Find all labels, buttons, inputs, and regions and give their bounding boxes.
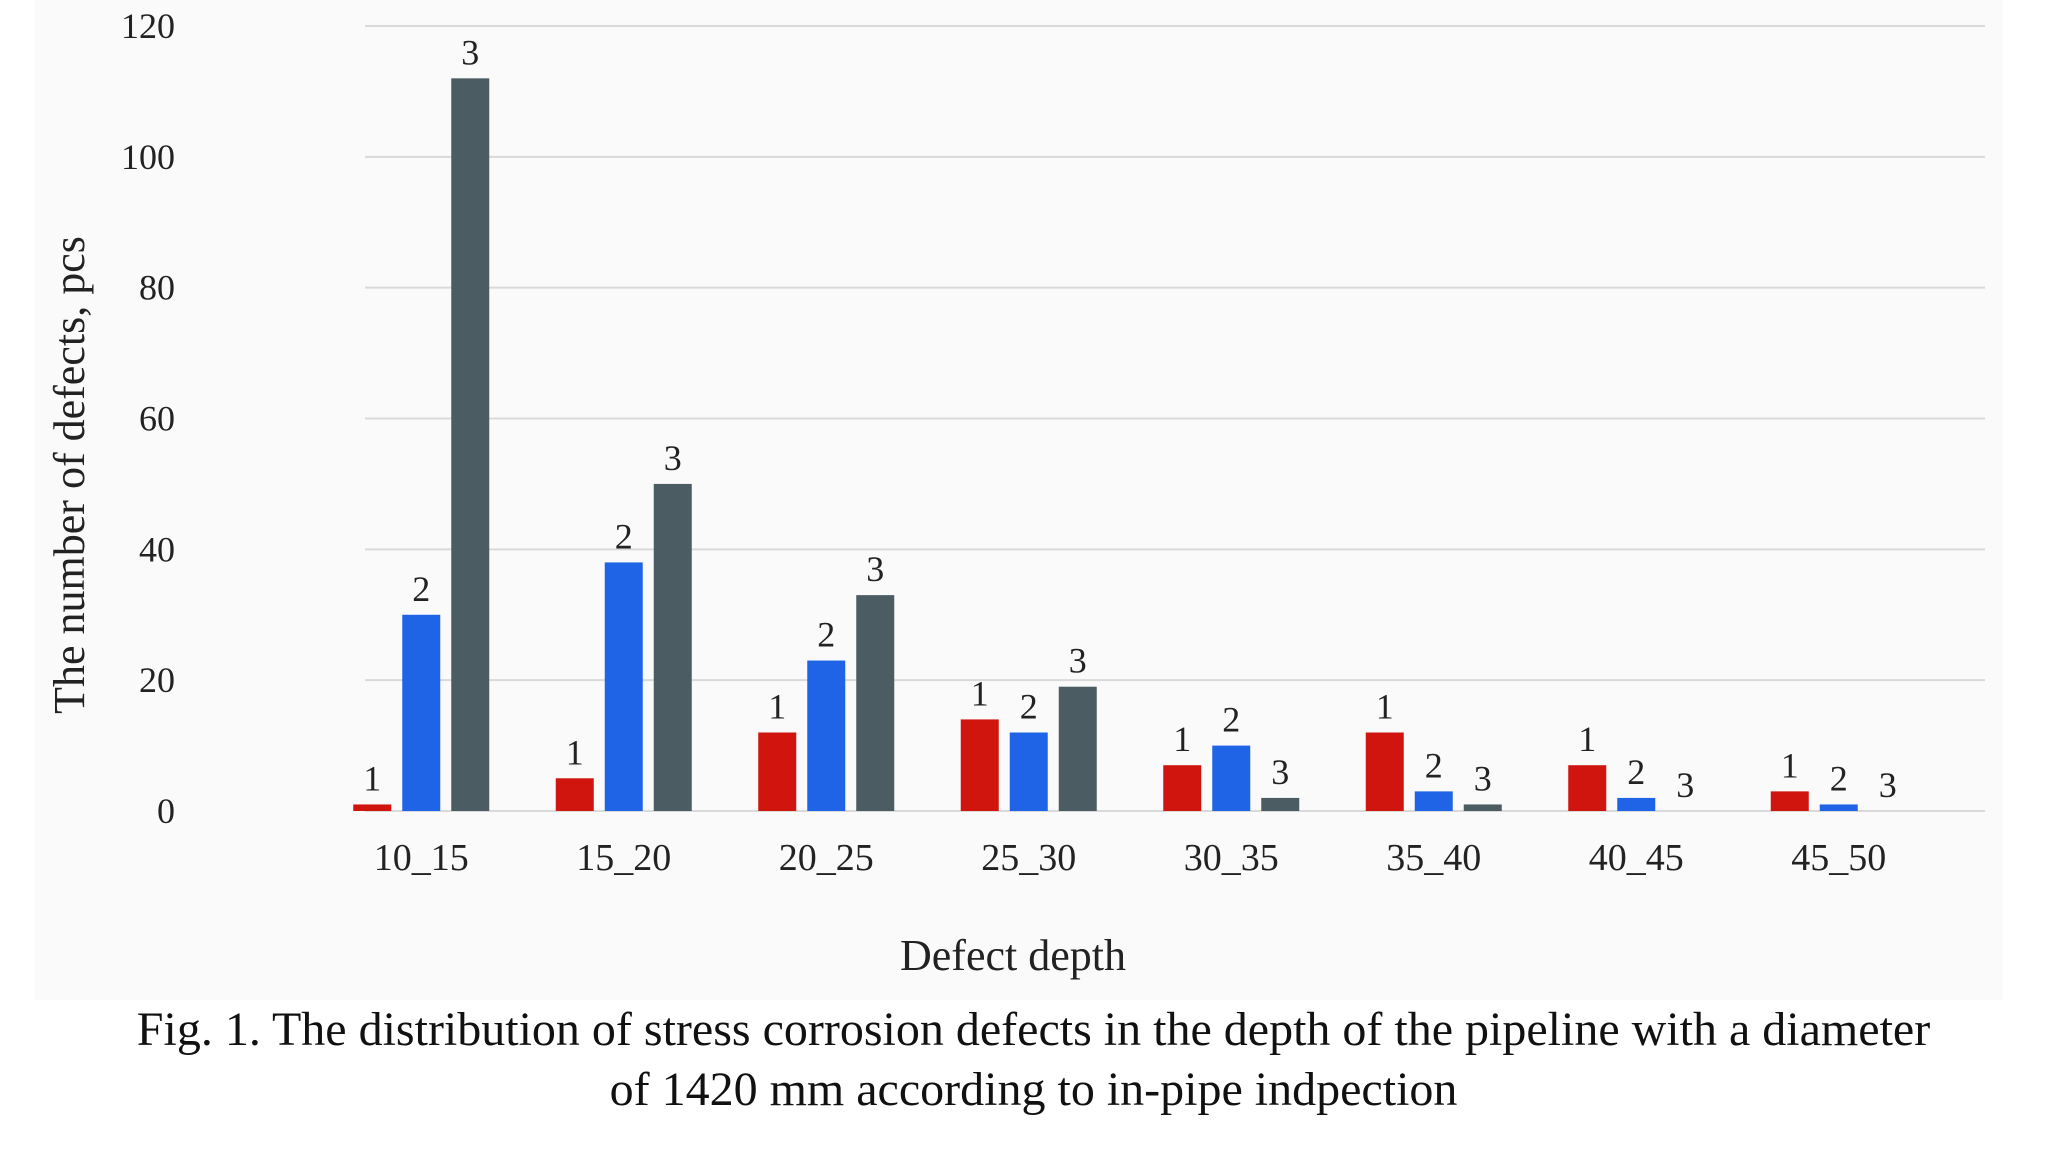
data-label: 2 xyxy=(1425,745,1443,785)
figure-caption-line-1: Fig. 1. The distribution of stress corro… xyxy=(136,1003,1931,1056)
y-tick-label: 20 xyxy=(139,660,175,700)
x-tick-label: 20_25 xyxy=(779,837,874,879)
y-tick-label: 80 xyxy=(139,268,175,308)
bar xyxy=(653,483,692,811)
y-axis-title: The number of defects, pcs xyxy=(45,236,94,714)
bar xyxy=(1617,797,1656,811)
y-tick-label: 40 xyxy=(139,529,175,569)
data-label: 1 xyxy=(1173,719,1191,759)
data-label: 1 xyxy=(768,687,786,727)
figure-caption-line-2: of 1420 mm according to in-pipe indpecti… xyxy=(609,1063,1458,1116)
bar xyxy=(807,660,846,811)
bar xyxy=(1770,791,1809,811)
y-tick-label: 120 xyxy=(121,6,175,46)
bar xyxy=(1365,732,1404,811)
x-tick-label: 30_35 xyxy=(1184,837,1279,879)
bar xyxy=(604,562,643,811)
bar xyxy=(960,719,999,811)
data-label: 1 xyxy=(971,673,989,713)
data-label: 3 xyxy=(1474,758,1492,798)
data-label: 1 xyxy=(363,758,381,798)
bar xyxy=(1463,804,1502,811)
data-label: 3 xyxy=(664,438,682,478)
data-label: 3 xyxy=(1271,752,1289,792)
chart-panel xyxy=(35,0,2003,1000)
data-label: 3 xyxy=(866,549,884,589)
bar xyxy=(1261,797,1300,811)
y-tick-label: 0 xyxy=(157,791,175,831)
data-label: 3 xyxy=(1069,641,1087,681)
bar xyxy=(555,778,594,811)
data-label: 3 xyxy=(1676,765,1694,805)
data-label: 2 xyxy=(817,615,835,655)
data-label: 1 xyxy=(566,732,584,772)
bar xyxy=(402,614,441,811)
y-tick-label: 60 xyxy=(139,399,175,439)
bar xyxy=(758,732,797,811)
bar xyxy=(1414,791,1453,811)
bar xyxy=(451,78,490,812)
x-axis-title: Defect depth xyxy=(900,931,1126,980)
y-tick-label: 100 xyxy=(121,137,175,177)
data-label: 1 xyxy=(1781,745,1799,785)
data-label: 2 xyxy=(1222,700,1240,740)
data-label: 2 xyxy=(412,569,430,609)
x-tick-label: 40_45 xyxy=(1589,837,1684,879)
bar xyxy=(1163,765,1202,811)
x-tick-label: 35_40 xyxy=(1386,837,1481,879)
data-label: 1 xyxy=(1376,687,1394,727)
data-label: 3 xyxy=(1879,765,1897,805)
x-tick-label: 45_50 xyxy=(1791,837,1886,879)
data-label: 1 xyxy=(1578,719,1596,759)
bar-chart: 02040608010012012310_1512315_2012320_251… xyxy=(45,6,1985,980)
data-label: 2 xyxy=(615,516,633,556)
bar xyxy=(856,595,895,811)
x-tick-label: 10_15 xyxy=(374,837,469,879)
x-tick-label: 25_30 xyxy=(981,837,1076,879)
bar xyxy=(1009,732,1048,811)
data-label: 2 xyxy=(1627,752,1645,792)
x-tick-label: 15_20 xyxy=(576,837,671,879)
data-label: 2 xyxy=(1020,687,1038,727)
bar xyxy=(1819,804,1858,811)
bar xyxy=(353,804,392,811)
data-label: 3 xyxy=(461,32,479,72)
bar xyxy=(1212,745,1251,811)
data-label: 2 xyxy=(1830,758,1848,798)
bar xyxy=(1568,765,1607,811)
bar xyxy=(1058,686,1097,811)
